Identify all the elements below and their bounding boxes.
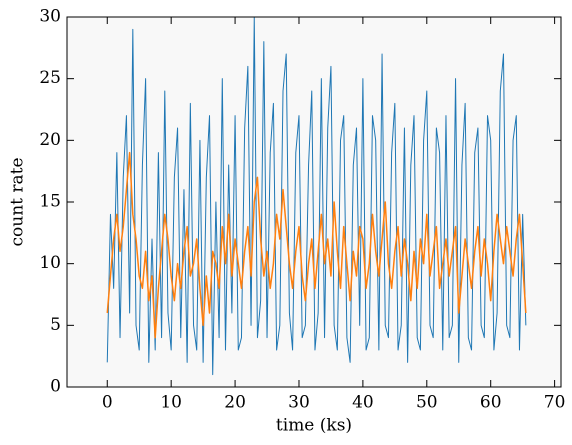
x-tick-label: 30 <box>288 393 310 413</box>
x-tick-label: 0 <box>102 393 113 413</box>
y-tick-label: 25 <box>39 68 61 88</box>
y-tick-label: 15 <box>39 192 61 212</box>
x-tick-label: 40 <box>352 393 374 413</box>
x-tick-label: 70 <box>544 393 566 413</box>
plot-area <box>67 17 561 387</box>
y-tick-label: 30 <box>39 7 61 27</box>
x-axis-label: time (ks) <box>276 416 352 436</box>
x-tick-label: 10 <box>160 393 182 413</box>
series-line <box>106 16 527 376</box>
series-line <box>106 151 527 339</box>
y-tick-label: 5 <box>50 315 61 335</box>
x-tick-label: 20 <box>224 393 246 413</box>
y-tick-label: 10 <box>39 253 61 273</box>
x-tick-label: 60 <box>480 393 502 413</box>
y-axis-label: count rate <box>8 157 28 246</box>
y-tick-label: 0 <box>50 377 61 397</box>
y-tick-label: 20 <box>39 130 61 150</box>
x-tick-label: 50 <box>416 393 438 413</box>
